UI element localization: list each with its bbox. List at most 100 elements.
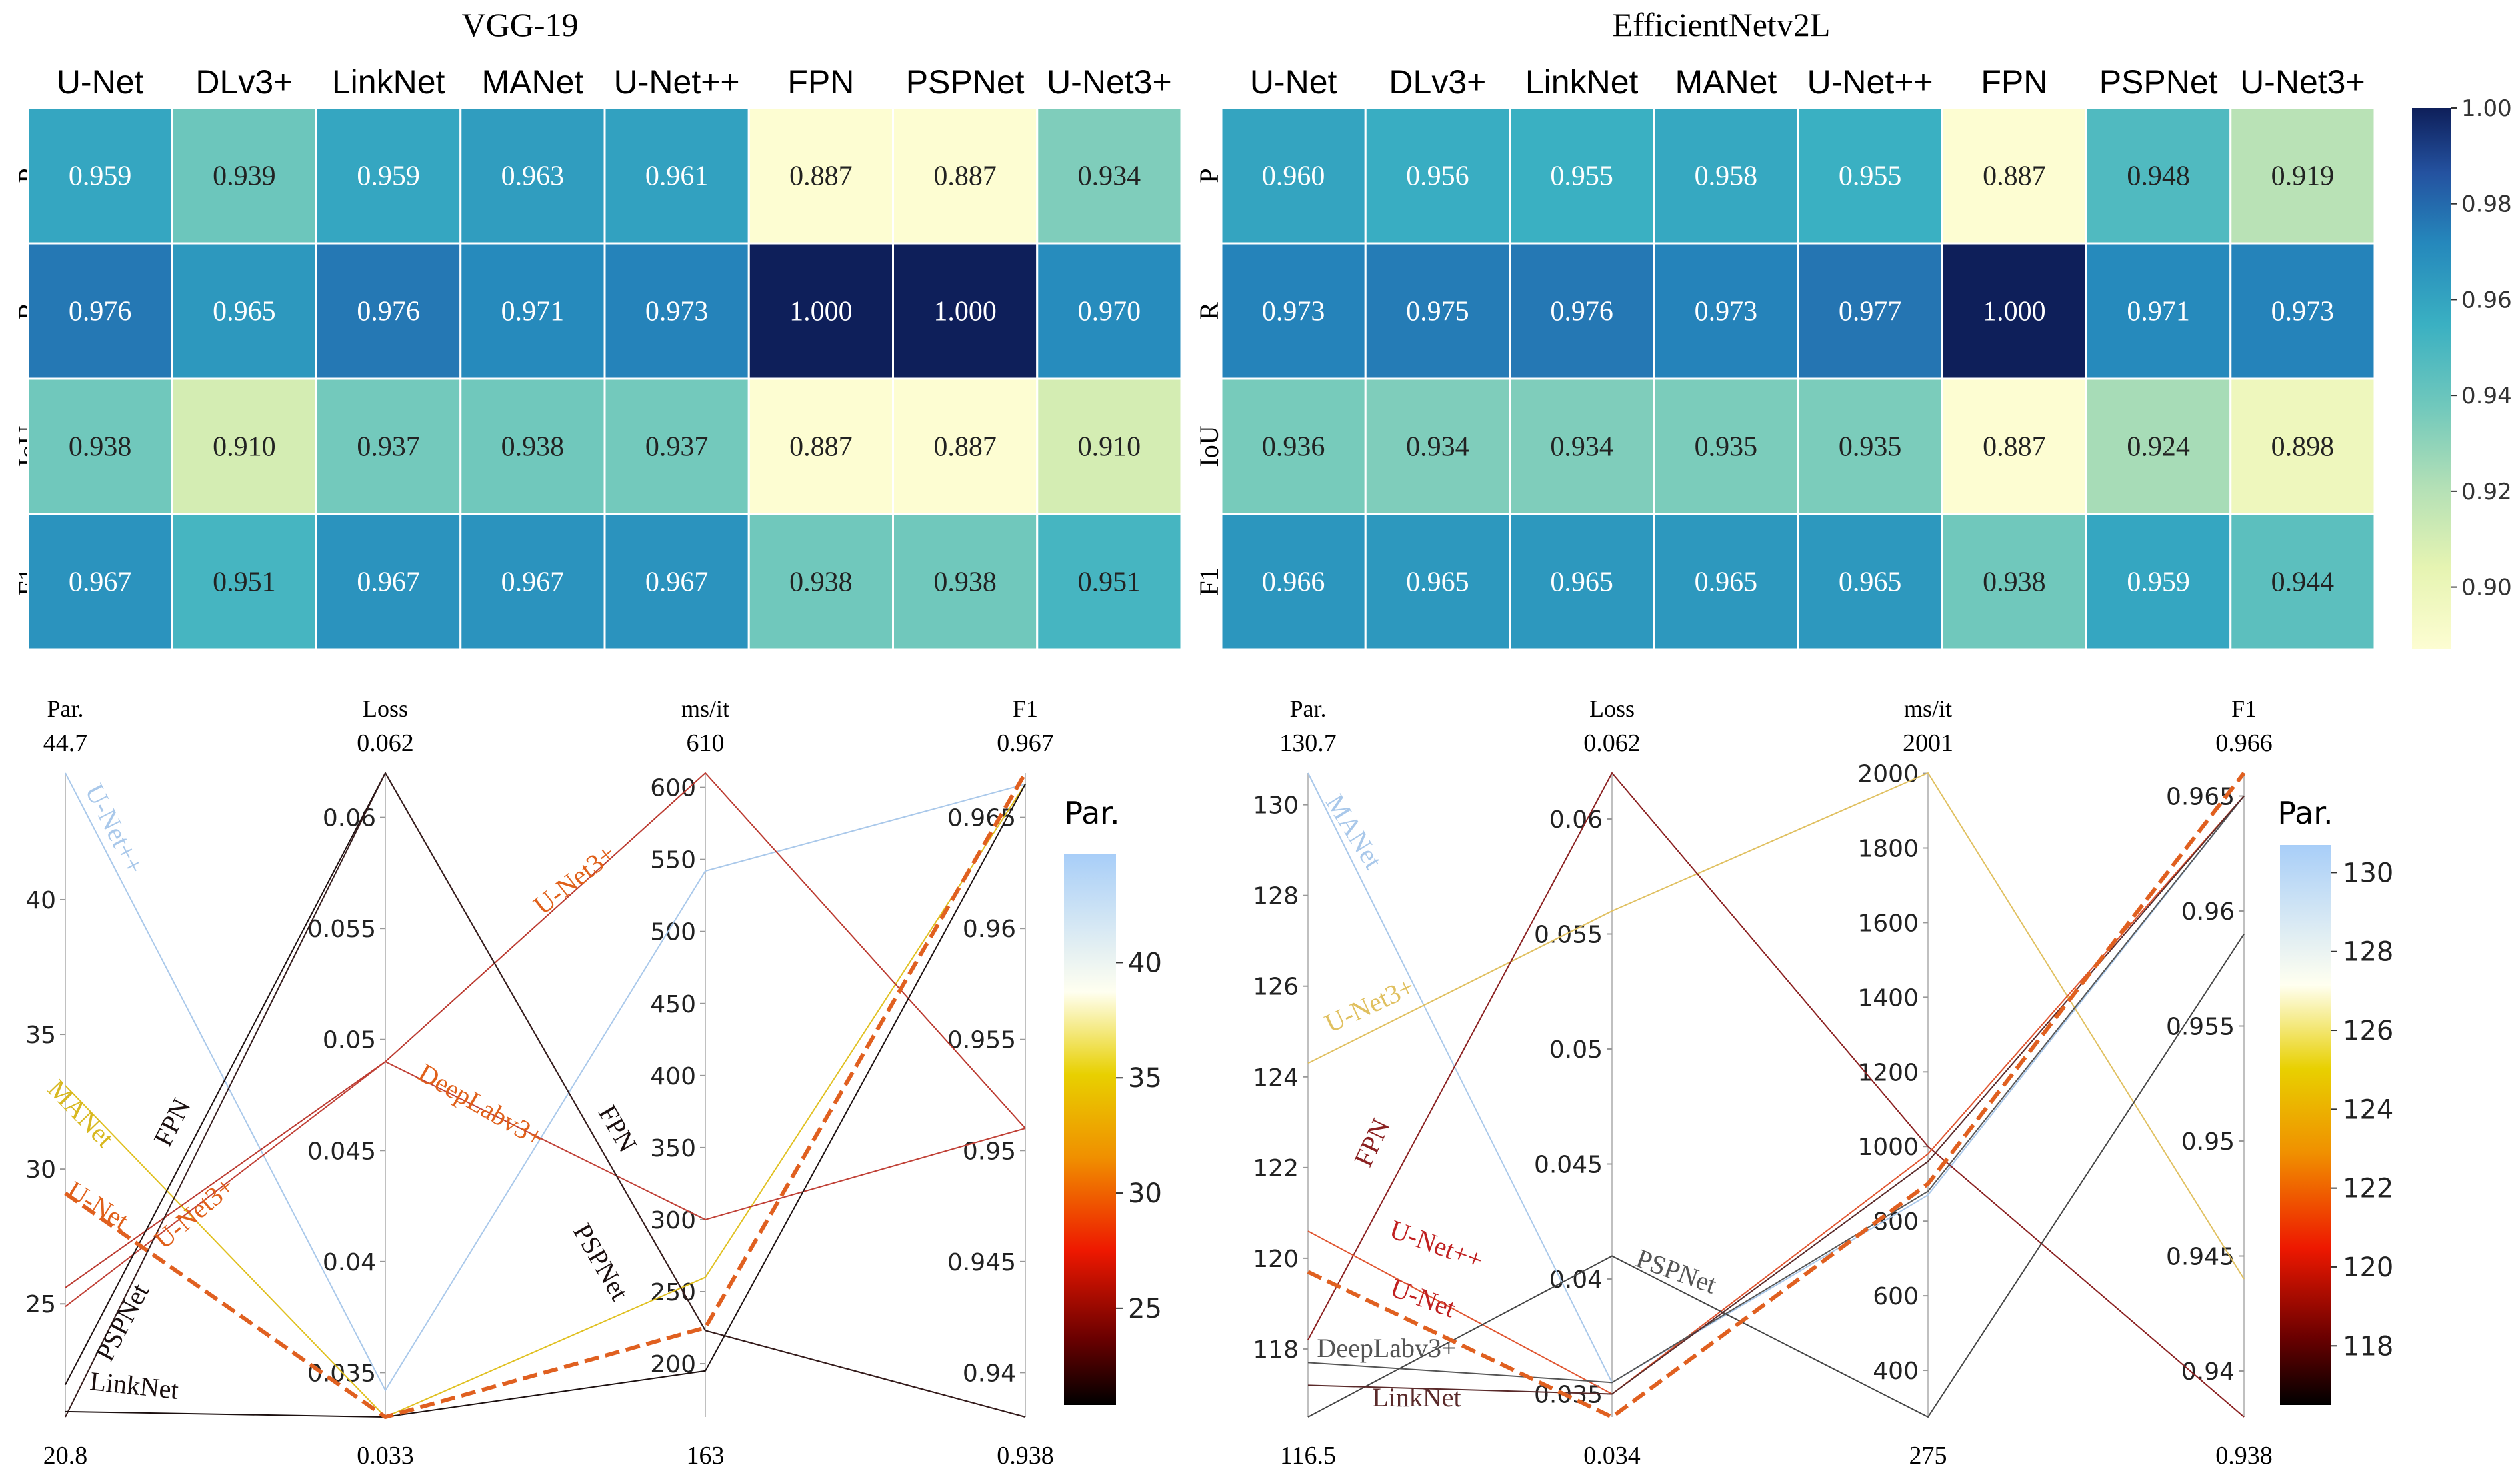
heatmap-cell-value: 0.973 (1262, 297, 1325, 327)
heatmap-cell-value: 0.955 (1839, 161, 1902, 192)
parallel-tick-label: 800 (1873, 1208, 1919, 1236)
parallel-line-label: LinkNet (1372, 1382, 1461, 1412)
heatmap-cell-value: 0.887 (789, 432, 853, 463)
heatmap-cell-value: 0.967 (357, 567, 420, 598)
parallel-tick-label: 1400 (1857, 984, 1919, 1012)
heatmap-cell (892, 513, 1039, 651)
heatmap-cell-value: 0.939 (213, 161, 276, 192)
heatmap-cell (1941, 242, 2087, 380)
heatmap-cell-value: 0.934 (1078, 161, 1141, 192)
colorbar-tick-label: 124 (2343, 1094, 2393, 1125)
heatmap-cell-value: 0.960 (1262, 161, 1325, 192)
parallel-axis-max: 130.7 (1279, 729, 1337, 757)
parallel-line (1307, 772, 2245, 1418)
heatmap-cell-value: 0.935 (1695, 432, 1758, 463)
heatmap-cell-value: 0.951 (1078, 567, 1141, 598)
heatmap-cell (315, 242, 462, 380)
heatmap-cell (2229, 107, 2376, 245)
heatmap-cell-value: 0.959 (357, 161, 420, 192)
heatmap-cell-value: 0.977 (1839, 297, 1902, 327)
parallel-tick-label: 450 (650, 991, 696, 1018)
parallel-tick-label: 1000 (1857, 1134, 1919, 1161)
heatmap-cell (1941, 107, 2087, 245)
heatmap-cell (892, 242, 1039, 380)
parallel-tick-label: 120 (1253, 1246, 1299, 1273)
parallel-tick-label: 128 (1253, 883, 1299, 910)
parallel-line (1307, 772, 2245, 1280)
heatmap-cell-value: 0.965 (1550, 567, 1613, 598)
parallel-line (65, 772, 1026, 1392)
colorbar-tick-label: 40 (1128, 948, 1162, 978)
heatmap-colorbar-ticks: 1.00 0.98 0.96 0.94 0.92 0.90 (2451, 95, 2512, 601)
heatmap-cell-value: 0.973 (2271, 297, 2335, 327)
parallel-axis-title: Loss (363, 695, 408, 722)
parallel-axis-max: 0.062 (1583, 729, 1641, 757)
heatmap-cell (1220, 107, 1367, 245)
heatmap-cell (2085, 377, 2232, 515)
parallel-axis-min: 0.034 (1583, 1442, 1641, 1470)
parallel-tick-label: 0.965 (947, 805, 1016, 832)
parallel-tick-label: 0.045 (307, 1138, 376, 1165)
heatmap-cell (1653, 107, 1799, 245)
parallel-plot-effnet: Par. 130.7 116.5 118 120 122 124 126 128 130 Loss 0… (1253, 695, 2272, 1470)
parallel-axis-max: 2001 (1903, 729, 1953, 757)
heatmap-cell (459, 242, 606, 380)
heatmap-cell (1364, 107, 1511, 245)
heatmap-column-label: U-Net3+ (1047, 63, 1172, 101)
heatmap-cell-value: 0.944 (2271, 567, 2335, 598)
heatmap-cell-value: 0.970 (1078, 297, 1141, 327)
parallel-line (65, 784, 1026, 1418)
parallel-tick-label: 0.945 (2166, 1244, 2235, 1271)
heatmap-cell-value: 0.963 (501, 161, 565, 192)
parallel-axis-max: 0.966 (2215, 729, 2273, 757)
parallel-line-label: PSPNet (1632, 1243, 1720, 1300)
heatmap-row-label: IoU (1194, 425, 1224, 467)
parallel-line-label: U-Net++ (1386, 1214, 1487, 1275)
heatmap-cell (892, 107, 1039, 245)
heatmap-row-label: P (1194, 168, 1224, 183)
parallel-axis-title: F1 (1013, 695, 1038, 722)
heatmap-cell (747, 242, 894, 380)
heatmap-column-label: PSPNet (906, 63, 1025, 101)
heatmap-cell-value: 0.961 (645, 161, 709, 192)
colorbar-tick-label: 25 (1128, 1294, 1162, 1324)
parallel-axis-title: Par. (1289, 695, 1326, 722)
parallel-line (1307, 772, 2246, 1420)
heatmap-cell-value: 0.976 (357, 297, 420, 327)
parallel-tick-label: 0.94 (2181, 1358, 2235, 1386)
parallel-line (1307, 933, 2245, 1418)
heatmap-colorbar (2412, 108, 2451, 649)
heatmap-cell-value: 0.948 (2127, 161, 2190, 192)
parallel-line-label: DeepLabv3+ (413, 1058, 549, 1154)
par-colorbar-ticks-effnet: 130 128 126 124 122 120 118 (2331, 858, 2393, 1362)
parallel-axis-title: F1 (2231, 695, 2257, 722)
heatmap-column-label: FPN (787, 63, 854, 101)
heatmap-cell-value: 1.000 (1983, 297, 2046, 327)
heatmap-cell-value: 1.000 (933, 297, 997, 327)
parallel-axis-min: 0.938 (997, 1442, 1054, 1470)
parallel-tick-label: 30 (25, 1156, 56, 1184)
parallel-line-label: DeepLabv3+ (1317, 1333, 1456, 1363)
colorbar-tick-label: 122 (2343, 1174, 2393, 1204)
heatmap-cell (2085, 513, 2232, 651)
parallel-line-label: FPN (147, 1094, 196, 1151)
parallel-tick-label: 0.95 (2181, 1128, 2235, 1156)
colorbar-tick-label: 35 (1128, 1063, 1162, 1094)
parallel-axis-max: 0.062 (357, 729, 414, 757)
par-colorbar-ticks-vgg: 40 35 30 25 (1116, 948, 1162, 1324)
parallel-tick-label: 0.045 (1534, 1152, 1603, 1179)
heatmap-cell-value: 0.973 (645, 297, 709, 327)
parallel-tick-label: 0.94 (963, 1360, 1016, 1387)
heatmap-cell-value: 0.965 (1839, 567, 1902, 598)
heatmap-column-label: U-Net (57, 63, 144, 101)
colorbar-tick-label: 130 (2343, 858, 2393, 888)
parallel-tick-label: 0.035 (307, 1360, 376, 1387)
heatmap-cell (459, 513, 606, 651)
heatmap-cell-value: 0.938 (501, 432, 565, 463)
heatmap-cell (315, 377, 462, 515)
parallel-tick-label: 0.04 (323, 1249, 376, 1276)
heatmap-cell-value: 0.967 (501, 567, 565, 598)
colorbar-tick-label: 0.92 (2461, 479, 2512, 505)
parallel-line (1307, 795, 2245, 1384)
heatmap-cell (1653, 377, 1799, 515)
